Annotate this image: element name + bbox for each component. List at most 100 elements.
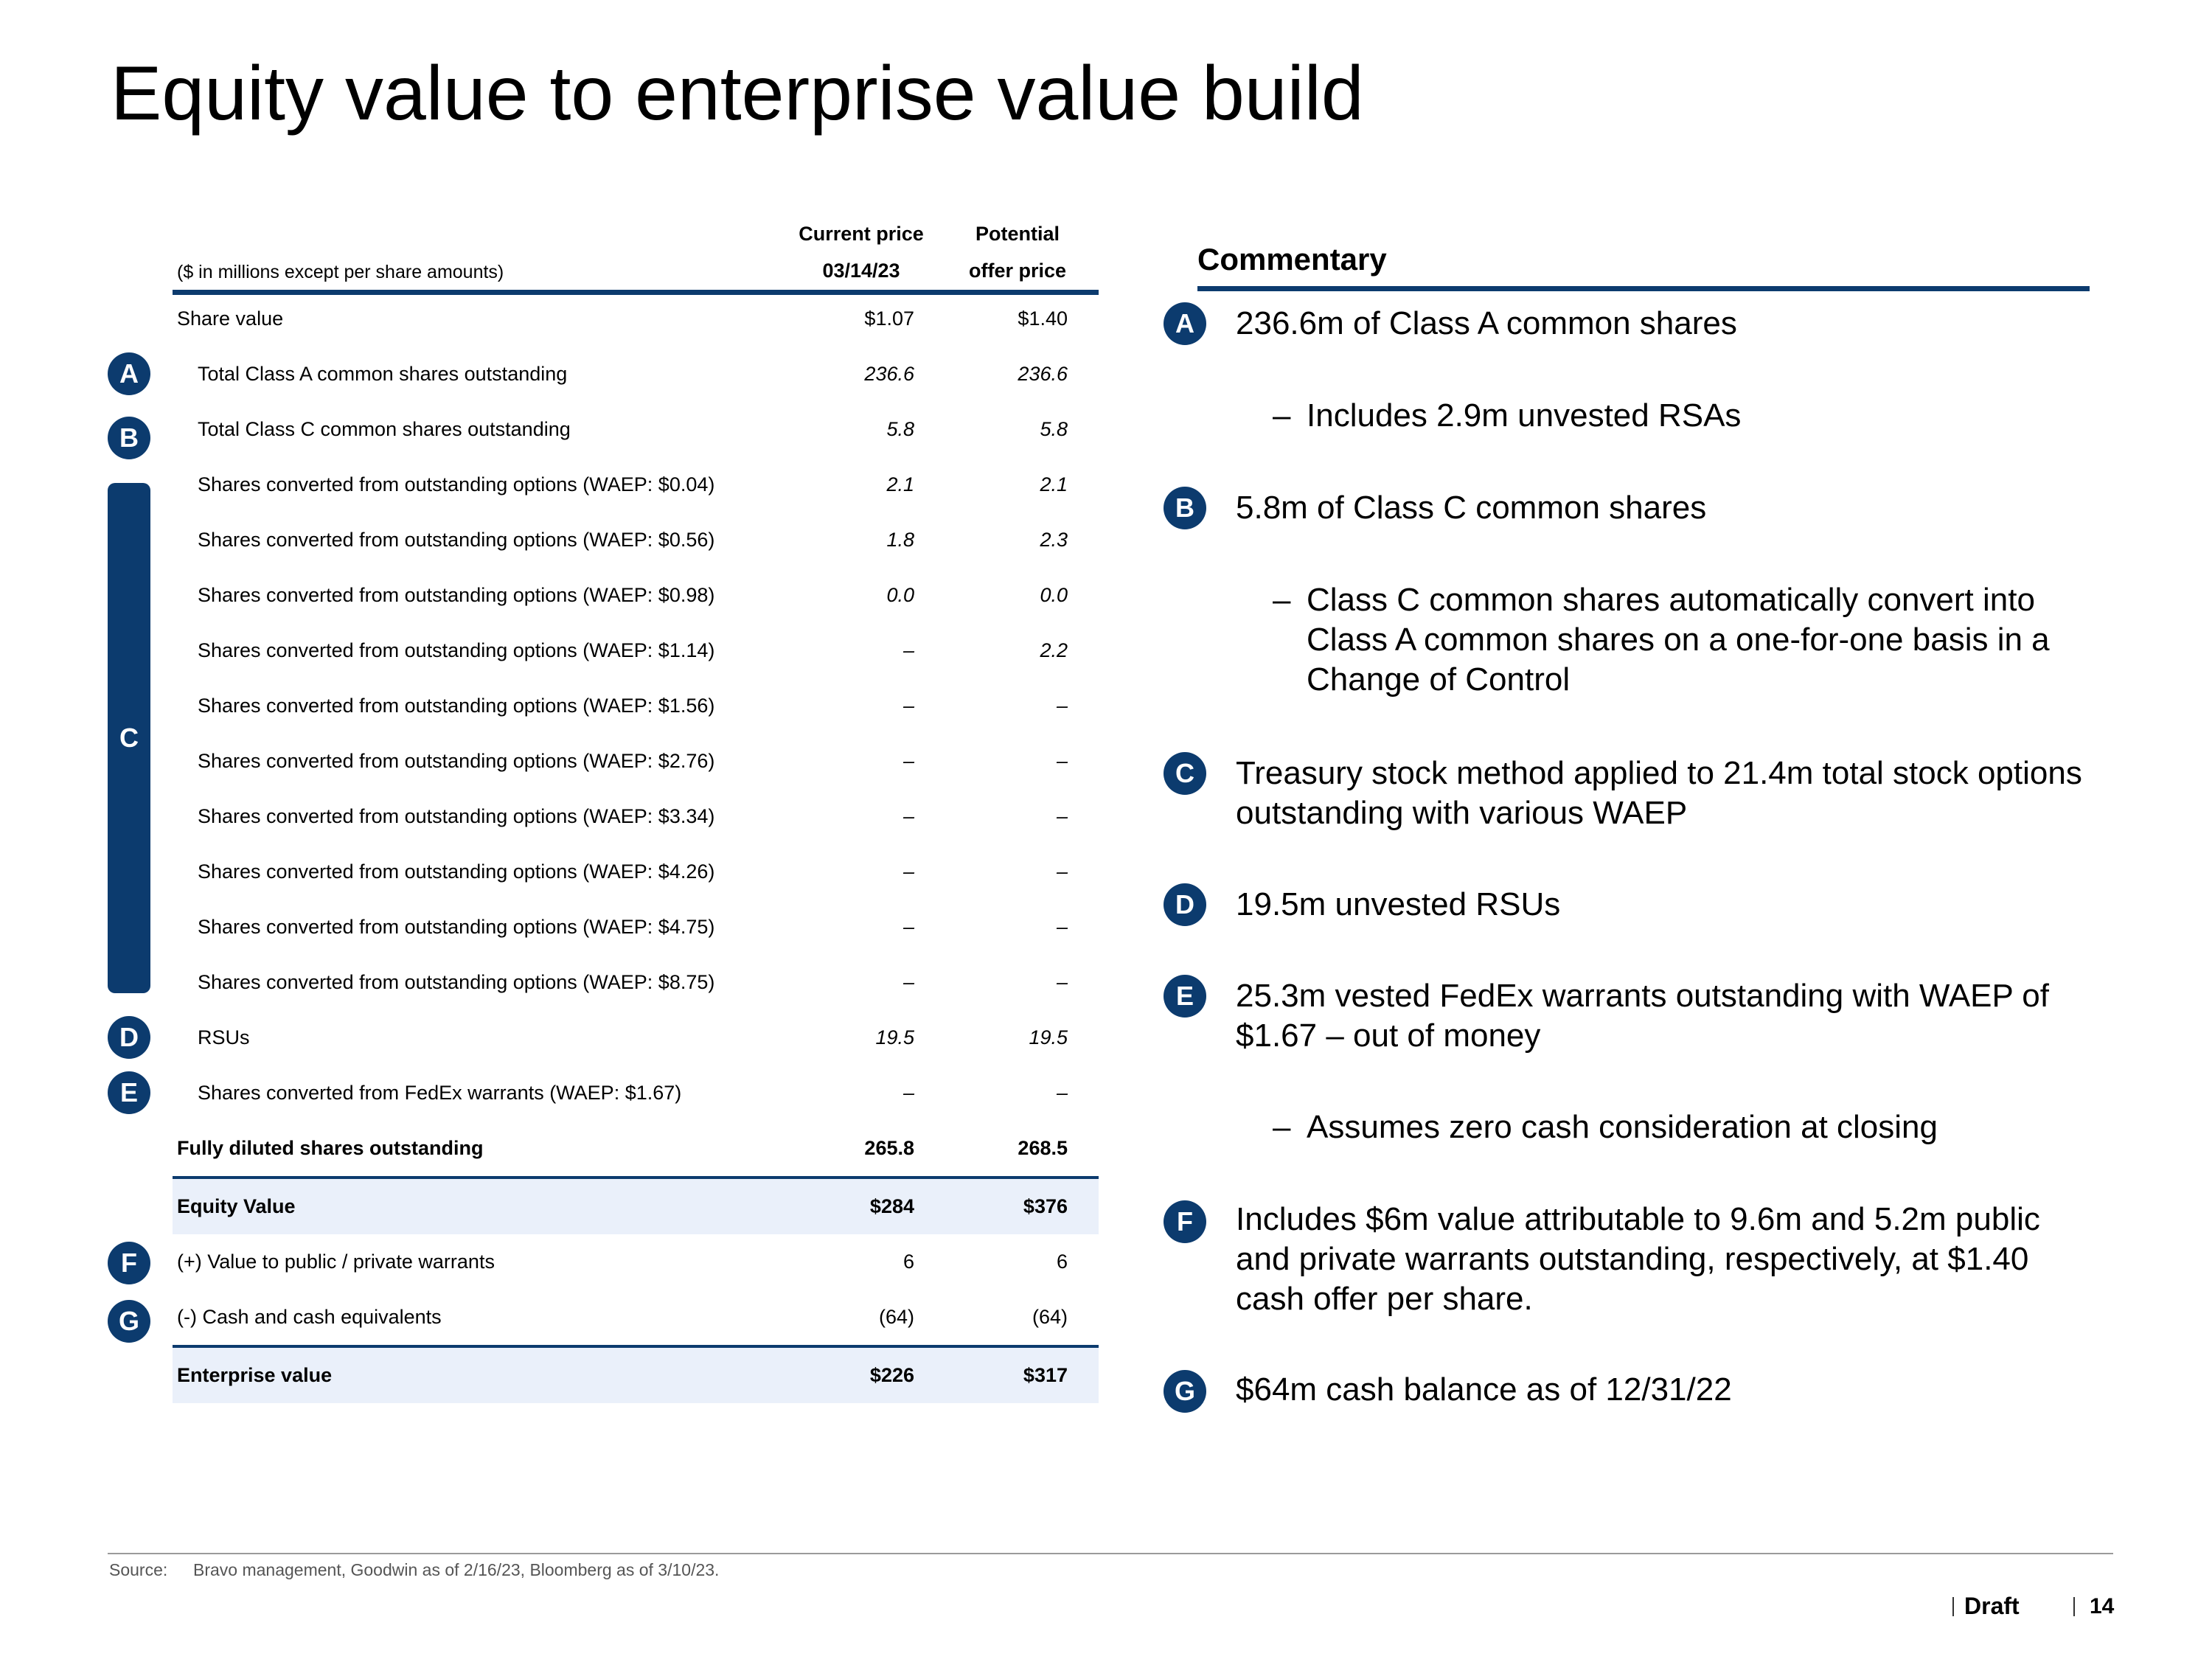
footer-rule — [108, 1553, 2113, 1554]
table-row: (-) Cash and cash equivalents (64) (64) — [173, 1290, 1099, 1345]
cell-offer: – — [1056, 1082, 1068, 1104]
commentary-g: $64m cash balance as of 12/31/22 — [1236, 1371, 1732, 1408]
cell-current: 236.6 — [864, 363, 914, 385]
commentary-e-sub: – Assumes zero cash consideration at clo… — [1273, 1107, 2103, 1147]
cell-current: $284 — [869, 1195, 914, 1217]
commentary-rule — [1197, 286, 2090, 291]
cell-offer: (64) — [1032, 1306, 1068, 1328]
cell-current: – — [902, 971, 914, 993]
cell-offer: – — [1056, 695, 1068, 717]
commentary-marker-g: G — [1164, 1370, 1206, 1413]
cell-current: 2.1 — [886, 473, 914, 495]
row-label: (-) Cash and cash equivalents — [177, 1306, 442, 1328]
cell-offer: 2.2 — [1040, 639, 1068, 661]
cell-offer: 6 — [1056, 1251, 1068, 1273]
commentary-a: 236.6m of Class A common shares — [1236, 305, 1737, 341]
commentary-sub-text: Includes 2.9m unvested RSAs — [1307, 397, 1742, 434]
cell-current: 6 — [902, 1251, 914, 1273]
table-row: Shares converted from FedEx warrants (WA… — [173, 1065, 1099, 1121]
col-header-line: 03/14/23 — [822, 260, 900, 282]
table-row: Shares converted from outstanding option… — [173, 512, 1099, 568]
cell-offer: – — [1056, 805, 1068, 827]
marker-g: G — [108, 1300, 150, 1343]
marker-e: E — [108, 1071, 150, 1114]
row-label: Share value — [177, 307, 284, 330]
cell-current: – — [902, 1082, 914, 1104]
source-text: Bravo management, Goodwin as of 2/16/23,… — [193, 1560, 720, 1579]
col-header-line: Potential — [975, 223, 1060, 245]
ev-build-table: ($ in millions except per share amounts)… — [0, 0, 1106, 1438]
table-row: (+) Value to public / private warrants 6… — [173, 1234, 1099, 1290]
commentary-b-sub: – Class C common shares automatically co… — [1273, 580, 2103, 700]
marker-a: A — [108, 352, 150, 395]
row-label: Total Class A common shares outstanding — [198, 363, 568, 385]
table-row: Shares converted from outstanding option… — [173, 568, 1099, 623]
marker-f: F — [108, 1242, 150, 1284]
row-label: Shares converted from outstanding option… — [198, 805, 715, 827]
row-label: Shares converted from outstanding option… — [198, 473, 715, 495]
source-label: Source: — [109, 1560, 168, 1579]
marker-c-bracket: C — [108, 483, 150, 993]
dash-bullet: – — [1273, 397, 1291, 434]
table-row: Shares converted from outstanding option… — [173, 734, 1099, 789]
page-number: 14 — [2090, 1594, 2115, 1618]
commentary-marker-e: E — [1164, 975, 1206, 1018]
table-row: Shares converted from outstanding option… — [173, 623, 1099, 678]
total-rule — [173, 1176, 1099, 1179]
table-row: Shares converted from outstanding option… — [173, 678, 1099, 734]
table-row: Shares converted from outstanding option… — [173, 900, 1099, 955]
page-title: Equity value to enterprise value build — [111, 51, 1364, 136]
row-label: (+) Value to public / private warrants — [177, 1251, 495, 1273]
footer-divider — [1952, 1597, 1954, 1616]
table-row-total: Equity Value $284 $376 — [173, 1179, 1099, 1234]
cell-current: $1.07 — [864, 307, 914, 330]
cell-current: $226 — [869, 1364, 914, 1386]
cell-current: (64) — [878, 1306, 914, 1328]
commentary-marker-a: A — [1164, 302, 1206, 345]
table-row: Share value $1.07 $1.40 — [173, 291, 1099, 347]
cell-offer: 0.0 — [1040, 584, 1068, 606]
cell-current: 5.8 — [886, 418, 914, 440]
commentary-marker-c: C — [1164, 752, 1206, 795]
cell-current: – — [902, 916, 914, 938]
table-row: Total Class A common shares outstanding … — [173, 347, 1099, 402]
cell-offer: 5.8 — [1040, 418, 1068, 440]
commentary-sub-text: Class C common shares automatically conv… — [1307, 582, 2050, 698]
row-label: RSUs — [198, 1026, 250, 1048]
table-row-total: Enterprise value $226 $317 — [173, 1348, 1099, 1403]
table-row: Shares converted from outstanding option… — [173, 844, 1099, 900]
col-header-line: Current price — [799, 223, 924, 245]
commentary-marker-f: F — [1164, 1200, 1206, 1243]
cell-current: – — [902, 860, 914, 883]
cell-current: – — [902, 695, 914, 717]
cell-offer: 2.1 — [1040, 473, 1068, 495]
cell-offer: 268.5 — [1018, 1137, 1068, 1159]
commentary-marker-d: D — [1164, 883, 1206, 926]
table-row: Shares converted from outstanding option… — [173, 955, 1099, 1010]
cell-offer: $376 — [1023, 1195, 1068, 1217]
row-label: Total Class C common shares outstanding — [198, 418, 571, 440]
commentary-title: Commentary — [1197, 242, 1387, 276]
total-rule — [173, 1345, 1099, 1348]
table-row: RSUs 19.5 19.5 — [173, 1010, 1099, 1065]
row-label: Shares converted from outstanding option… — [198, 860, 715, 883]
draft-label: Draft — [1964, 1593, 2020, 1619]
cell-current: – — [902, 805, 914, 827]
row-label: Shares converted from outstanding option… — [198, 916, 715, 938]
cell-offer: – — [1056, 860, 1068, 883]
footer-divider — [2073, 1597, 2075, 1616]
col-header-current-price: Current price 03/14/23 — [787, 215, 935, 289]
table-row-total: Fully diluted shares outstanding 265.8 2… — [173, 1121, 1099, 1176]
cell-offer: $317 — [1023, 1364, 1068, 1386]
marker-d: D — [108, 1016, 150, 1059]
cell-offer: 236.6 — [1018, 363, 1068, 385]
commentary-e: 25.3m vested FedEx warrants outstanding … — [1236, 978, 2049, 1054]
cell-current: 19.5 — [875, 1026, 914, 1048]
commentary-f: Includes $6m value attributable to 9.6m … — [1236, 1201, 2040, 1317]
units-note: ($ in millions except per share amounts) — [177, 262, 504, 282]
commentary-marker-b: B — [1164, 487, 1206, 529]
table-row: Total Class C common shares outstanding … — [173, 402, 1099, 457]
cell-offer: – — [1056, 750, 1068, 772]
cell-offer: – — [1056, 916, 1068, 938]
col-header-offer-price: Potential offer price — [944, 215, 1091, 289]
